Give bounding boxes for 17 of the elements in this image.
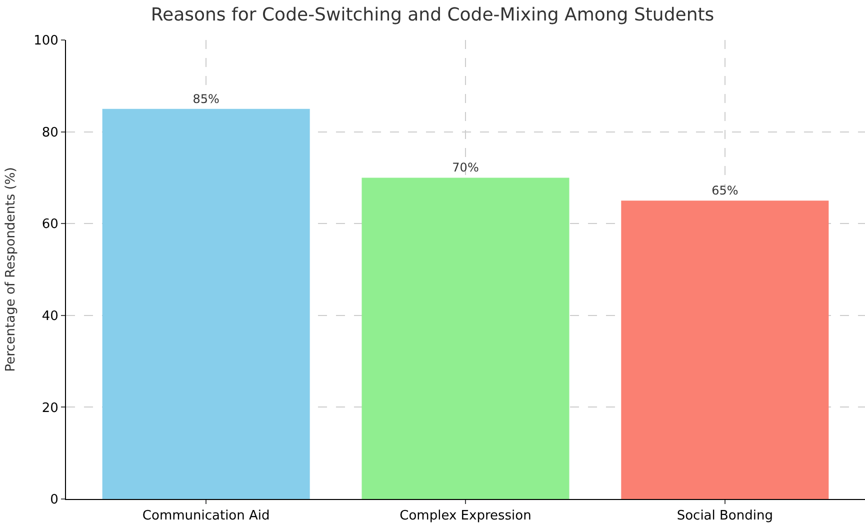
y-tick-label: 40 bbox=[42, 308, 58, 324]
data-label: 70% bbox=[452, 160, 479, 175]
x-tick-label: Complex Expression bbox=[400, 508, 532, 524]
data-label: 85% bbox=[192, 92, 220, 106]
y-tick-label: 20 bbox=[42, 400, 58, 416]
y-tick-label: 80 bbox=[42, 125, 58, 140]
y-tick-label: 0 bbox=[50, 492, 58, 508]
bar bbox=[621, 200, 829, 499]
chart-title: Reasons for Code-Switching and Code-Mixing Among Students bbox=[150, 4, 714, 26]
y-tick-label: 100 bbox=[34, 34, 58, 49]
x-tick-label: Social Bonding bbox=[676, 508, 773, 524]
bar bbox=[362, 178, 570, 499]
y-tick-label: 60 bbox=[42, 217, 58, 232]
bar bbox=[102, 108, 310, 499]
x-tick-label: Communication Aid bbox=[142, 508, 270, 524]
data-label: 65% bbox=[712, 184, 738, 198]
y-axis-title: Percentage of Respondents (%) bbox=[4, 167, 19, 372]
